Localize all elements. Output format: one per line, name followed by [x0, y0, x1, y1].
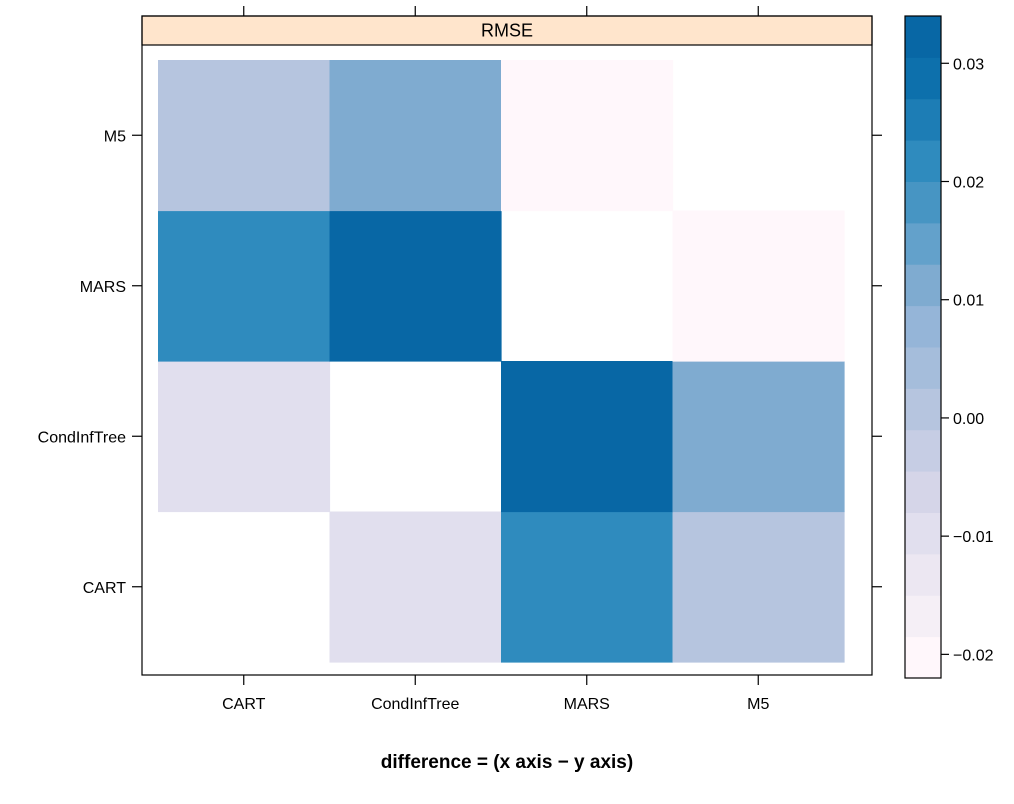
colorbar-segment [905, 140, 941, 182]
heatmap-cell-M5-vs-CART [672, 511, 845, 663]
y-tick-label: M5 [104, 128, 126, 145]
heatmap-cell-CondInfTree-vs-MARS [329, 210, 502, 362]
chart-title: RMSE [481, 21, 533, 41]
heatmap-cell-M5-vs-MARS [672, 210, 845, 362]
colorbar-tick-label: 0.02 [953, 175, 984, 192]
heatmap-cell-CondInfTree-vs-M5 [329, 60, 502, 212]
axis-ticks: CART CondInfTree MARS M5 CART CondInfTree MARS… [38, 6, 882, 713]
heatmap-cell-M5-vs-CondInfTree [672, 361, 845, 513]
colorbar-segment [905, 305, 941, 348]
colorbar-border [904, 15, 942, 679]
colorbar-segment [905, 512, 941, 555]
colorbar-segment [905, 471, 941, 513]
colorbar-segment [905, 636, 941, 679]
colorbar-segment [905, 16, 941, 58]
colorbar-segment [905, 595, 941, 638]
colorbar: −0.02 −0.01 0.00 0.01 0.02 0.03 [904, 15, 994, 679]
x-tick-label: MARS [564, 696, 610, 713]
x-tick-label: M5 [747, 696, 769, 713]
colorbar-segment [905, 264, 941, 307]
heatmap-cell-CART-vs-MARS [158, 210, 331, 362]
y-tick-label: CART [83, 580, 126, 597]
colorbar-segment [905, 98, 941, 141]
colorbar-segment [905, 388, 941, 431]
colorbar-segment [905, 347, 941, 389]
x-axis-label: difference = (x axis − y axis) [381, 752, 633, 773]
heatmap-cells [158, 60, 845, 663]
colorbar-tick-label: 0.01 [953, 293, 984, 310]
x-tick-label: CondInfTree [371, 696, 459, 713]
colorbar-segment [905, 429, 941, 472]
colorbar-tick-label: −0.01 [953, 529, 994, 546]
y-tick-label: MARS [80, 279, 126, 296]
colorbar-tick-label: 0.03 [953, 56, 984, 73]
colorbar-tick-label: −0.02 [953, 647, 994, 664]
colorbar-tick-label: 0.00 [953, 411, 984, 428]
colorbar-segment [905, 553, 941, 596]
colorbar-segment [905, 181, 941, 224]
colorbar-segment [905, 57, 941, 100]
heatmap-cell-CART-vs-M5 [158, 60, 331, 212]
heatmap-cell-MARS-vs-CondInfTree [501, 361, 674, 513]
panel-border [141, 15, 873, 676]
x-tick-label: CART [222, 696, 265, 713]
strip-header [141, 15, 873, 46]
heatmap-cell-MARS-vs-CART [501, 511, 674, 663]
heatmap-cell-CART-vs-CondInfTree [158, 361, 331, 513]
colorbar-segment [905, 222, 941, 265]
y-tick-label: CondInfTree [38, 429, 126, 446]
heatmap-cell-MARS-vs-M5 [501, 60, 674, 212]
heatmap-cell-CondInfTree-vs-CART [329, 511, 502, 663]
